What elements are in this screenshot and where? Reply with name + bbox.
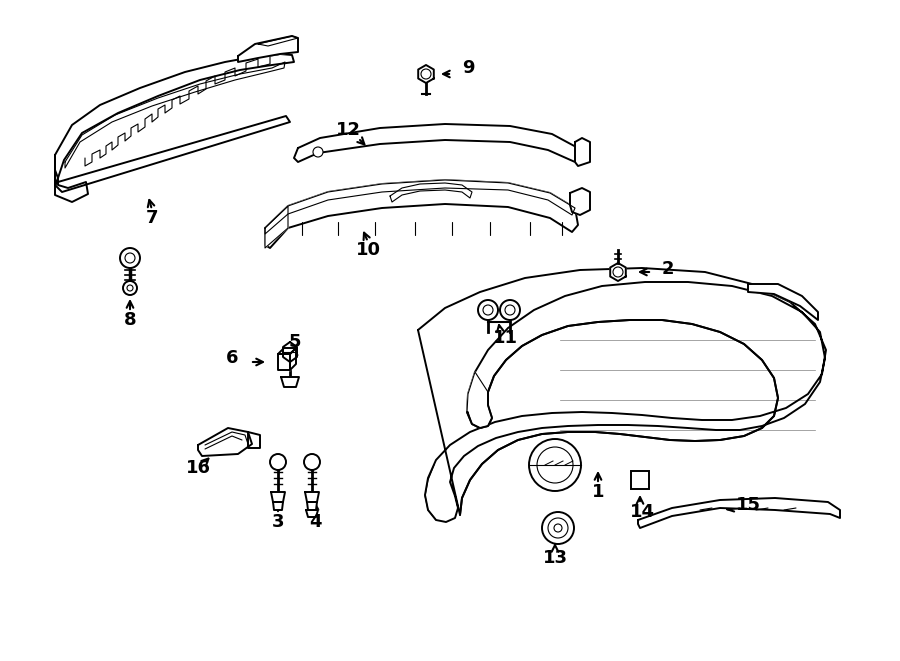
Text: 2: 2 (662, 260, 674, 278)
Circle shape (120, 248, 140, 268)
Polygon shape (305, 492, 319, 502)
Circle shape (127, 285, 133, 291)
Text: 16: 16 (185, 459, 211, 477)
Circle shape (537, 447, 573, 483)
Polygon shape (638, 498, 840, 528)
Polygon shape (248, 432, 260, 448)
Polygon shape (278, 354, 290, 370)
Polygon shape (294, 124, 582, 162)
Polygon shape (570, 188, 590, 215)
Circle shape (421, 69, 431, 79)
Polygon shape (258, 36, 298, 46)
Polygon shape (748, 284, 818, 320)
Text: 3: 3 (272, 513, 284, 531)
Circle shape (483, 305, 493, 315)
Text: 12: 12 (336, 121, 361, 139)
Polygon shape (306, 510, 318, 517)
Text: 11: 11 (492, 329, 517, 347)
Circle shape (478, 300, 498, 320)
Polygon shape (575, 138, 590, 166)
Polygon shape (278, 348, 296, 354)
Circle shape (304, 454, 320, 470)
Polygon shape (55, 54, 294, 185)
Circle shape (125, 253, 135, 263)
Circle shape (529, 439, 581, 491)
Polygon shape (198, 428, 252, 456)
Polygon shape (265, 206, 288, 248)
Polygon shape (265, 180, 575, 234)
Polygon shape (390, 183, 472, 202)
Polygon shape (418, 65, 434, 83)
Polygon shape (273, 502, 283, 510)
Circle shape (123, 281, 137, 295)
Circle shape (554, 524, 562, 532)
Text: 15: 15 (735, 496, 760, 514)
Text: 6: 6 (226, 349, 239, 367)
Polygon shape (281, 377, 299, 387)
Text: 4: 4 (309, 513, 321, 531)
Polygon shape (55, 116, 290, 192)
Text: 13: 13 (543, 549, 568, 567)
Text: 8: 8 (123, 311, 136, 329)
Circle shape (313, 147, 323, 157)
Polygon shape (265, 180, 578, 248)
Circle shape (613, 267, 623, 277)
Polygon shape (271, 492, 285, 502)
Polygon shape (610, 263, 626, 281)
Circle shape (500, 300, 520, 320)
Circle shape (548, 518, 568, 538)
Polygon shape (55, 155, 88, 202)
Text: 10: 10 (356, 241, 381, 259)
Text: 7: 7 (146, 209, 158, 227)
Circle shape (505, 305, 515, 315)
Circle shape (270, 454, 286, 470)
Polygon shape (290, 348, 296, 370)
Text: 14: 14 (629, 503, 654, 521)
Polygon shape (418, 268, 826, 522)
Polygon shape (467, 372, 492, 428)
Polygon shape (307, 502, 317, 510)
Polygon shape (238, 36, 298, 62)
Circle shape (542, 512, 574, 544)
Text: 9: 9 (462, 59, 474, 77)
FancyBboxPatch shape (631, 471, 649, 489)
Polygon shape (283, 342, 297, 362)
Text: 5: 5 (289, 333, 302, 351)
Text: 1: 1 (592, 483, 604, 501)
